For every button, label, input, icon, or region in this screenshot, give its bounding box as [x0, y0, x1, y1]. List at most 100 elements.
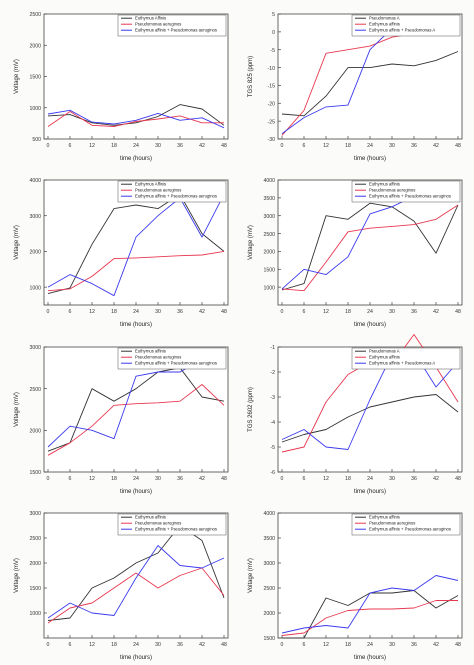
x-tick-label: 12 [323, 476, 329, 482]
y-tick-label: 2500 [29, 12, 41, 18]
x-tick-label: 48 [455, 309, 461, 315]
y-tick-label: 2000 [29, 250, 41, 256]
series-line-3 [281, 351, 459, 450]
legend-label: Pseudomonas aeruginos [135, 188, 181, 193]
legend-label: Euthyrnus affinis + Pseudomonas A [369, 28, 435, 33]
chart-panel-tgs2600: TGS 260015002000250030000612182430364248… [6, 333, 234, 498]
x-tick-label: 18 [111, 642, 117, 648]
y-tick-label: 2500 [29, 536, 41, 542]
y-axis-label: Voltage (mV) [248, 558, 254, 593]
x-tick-label: 48 [455, 642, 461, 648]
x-tick-label: 0 [47, 476, 50, 482]
x-tick-label: 6 [303, 476, 306, 482]
chart-panel-tgs832: TGS 832100015002000250030003500400006121… [240, 166, 468, 331]
series-line-2 [47, 384, 225, 456]
x-tick-label: 6 [69, 642, 72, 648]
x-tick-label: 18 [111, 476, 117, 482]
legend-label: Euthyrnus affinis + Pseudomonas aerugino… [135, 527, 217, 532]
legend-label: Euthyrnus affinis [135, 515, 166, 520]
series-line-2 [47, 250, 225, 292]
x-tick-label: 36 [411, 143, 417, 149]
y-tick-label: 2000 [29, 561, 41, 567]
x-tick-label: 18 [111, 309, 117, 315]
x-tick-label: 48 [221, 476, 227, 482]
y-tick-label: -5 [270, 445, 275, 451]
y-tick-label: 1000 [263, 285, 275, 291]
chart-panel-tgs826: TGS 82610002000300040000612182430364248t… [6, 166, 234, 331]
legend-label: Euthyrnus affinis + Pseudomonas A [369, 361, 435, 366]
x-tick-label: 12 [323, 309, 329, 315]
y-tick-label: 1500 [263, 636, 275, 642]
x-axis-label: time (hours) [354, 655, 386, 661]
x-tick-label: 48 [221, 309, 227, 315]
x-tick-label: 42 [199, 476, 205, 482]
x-tick-label: 30 [389, 642, 395, 648]
x-tick-label: 42 [199, 143, 205, 149]
y-tick-label: 2000 [263, 611, 275, 617]
x-tick-label: 18 [111, 143, 117, 149]
x-tick-label: 24 [133, 143, 139, 149]
legend-box [117, 14, 227, 37]
series-line-2 [281, 600, 458, 636]
legend-label: Euthyrnus affinis [369, 515, 400, 520]
x-tick-label: 30 [389, 309, 395, 315]
x-axis-label: time (hours) [120, 322, 152, 328]
series-line-3 [47, 545, 225, 619]
legend-label: Pseudomonas A [369, 349, 400, 354]
legend-label: Euthyrnus affinis [369, 355, 400, 360]
chart-tgs2600: TGS 260015002000250030000612182430364248… [14, 345, 229, 495]
x-tick-label: 36 [177, 476, 183, 482]
legend-box [117, 347, 227, 370]
y-tick-label: 0 [272, 30, 275, 36]
y-axis-label: Voltage (mV) [14, 558, 20, 593]
series-line-2 [281, 204, 459, 292]
legend-label: Euthyrnus affinis [369, 182, 400, 187]
y-tick-label: -5 [270, 48, 275, 54]
legend-box [117, 513, 227, 536]
legend-label: Pseudomonas aeruginos [135, 521, 181, 526]
x-tick-label: 48 [455, 476, 461, 482]
x-axis-label: time (hours) [354, 156, 386, 162]
x-tick-label: 6 [69, 476, 72, 482]
y-tick-label: 3500 [263, 196, 275, 202]
x-tick-label: 12 [89, 309, 95, 315]
x-tick-label: 6 [303, 642, 306, 648]
y-axis-label: TGS 825 (ppm) [248, 56, 254, 97]
series-line-1 [47, 525, 225, 621]
chart-tgs2611: TGS 261110001500200025003000061218243036… [14, 511, 229, 661]
x-tick-label: 24 [133, 476, 139, 482]
y-axis-label: Voltage (mV) [248, 225, 254, 260]
x-axis-label: time (hours) [120, 156, 152, 162]
x-tick-label: 18 [345, 143, 351, 149]
legend-label: Euthyrnus affinis [135, 349, 166, 354]
y-tick-label: 2500 [29, 387, 41, 393]
series-line-1 [47, 104, 225, 126]
x-tick-label: 42 [433, 309, 439, 315]
x-tick-label: 6 [69, 143, 72, 149]
y-axis-label: Voltage (mV) [14, 225, 20, 260]
y-tick-label: -6 [270, 470, 275, 476]
y-axis-label: TGS 2602 (ppm) [248, 387, 254, 432]
chart-panel-tgs2620: TGS 262015002000250030003500400006121824… [240, 499, 468, 664]
legend-box [351, 513, 461, 536]
y-tick-label: 1000 [29, 106, 41, 112]
y-tick-label: 3000 [263, 214, 275, 220]
legend-label: Euthyrnus affinis + Pseudomonas aerugino… [369, 527, 451, 532]
legend-box [351, 347, 461, 370]
x-tick-label: 30 [155, 143, 161, 149]
x-axis-label: time (hours) [354, 489, 386, 495]
y-tick-label: 1500 [29, 75, 41, 81]
x-tick-label: 18 [345, 642, 351, 648]
x-tick-label: 24 [367, 642, 373, 648]
x-tick-label: 42 [433, 476, 439, 482]
x-tick-label: 6 [69, 309, 72, 315]
x-tick-label: 30 [155, 476, 161, 482]
y-tick-label: 5 [272, 12, 275, 18]
legend-label: Euthyrnus affinis + Pseudomonas aerugino… [369, 194, 451, 199]
x-tick-label: 24 [133, 309, 139, 315]
x-tick-label: 24 [367, 476, 373, 482]
x-tick-label: 24 [367, 309, 373, 315]
legend-label: Euthyrnus affinis + Pseudomonas aerugino… [135, 361, 217, 366]
legend-box [117, 180, 227, 203]
